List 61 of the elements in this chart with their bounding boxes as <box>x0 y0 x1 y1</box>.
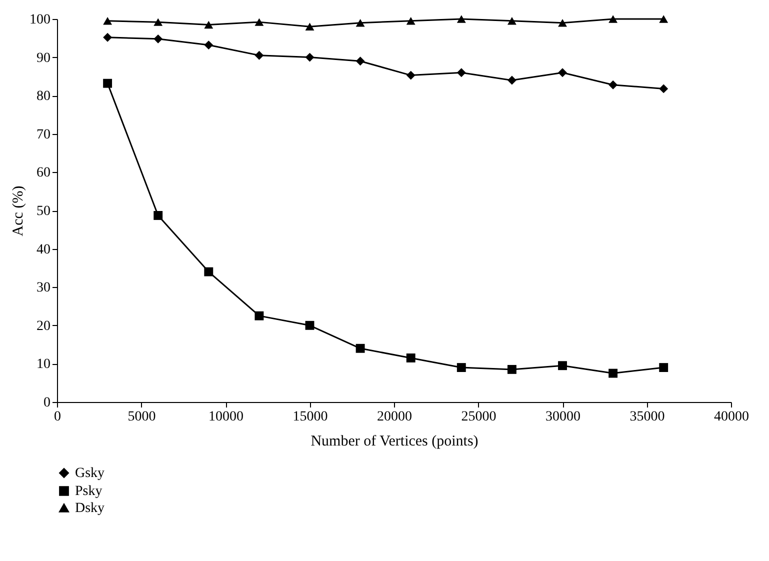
y-tick-label: 40 <box>36 242 50 258</box>
point <box>507 76 516 85</box>
point <box>103 32 112 42</box>
point <box>356 56 365 66</box>
point <box>507 17 516 25</box>
point <box>608 80 618 90</box>
x-tick-label: 35000 <box>630 410 665 424</box>
y-tick-label: 80 <box>36 89 50 104</box>
point <box>608 368 618 378</box>
y-tick-label: 100 <box>30 12 50 28</box>
x-tick-label: 15000 <box>292 410 328 424</box>
y-tick-label: 90 <box>36 50 50 66</box>
legend-label: Dsky <box>75 501 105 516</box>
y-tick-label: 70 <box>36 127 50 142</box>
point <box>305 320 314 330</box>
x-tick-label: 20000 <box>377 410 412 424</box>
point <box>406 70 416 80</box>
point <box>204 40 214 50</box>
point <box>254 18 264 26</box>
x-tick-label: 25000 <box>461 410 496 424</box>
y-tick-label: 30 <box>36 280 50 296</box>
point <box>154 211 163 220</box>
x-tick-label: 0 <box>54 410 61 424</box>
point <box>558 18 567 27</box>
point <box>103 78 112 88</box>
x-tick-label: 5000 <box>128 410 156 424</box>
x-tick-label: 40000 <box>714 410 749 424</box>
point <box>507 364 516 374</box>
point <box>254 311 264 320</box>
x-axis-title: Number of Vertices (points) <box>310 434 478 450</box>
x-tick-label: 10000 <box>208 410 244 424</box>
x-tick-label: 30000 <box>546 410 580 424</box>
point <box>659 363 668 372</box>
point <box>608 15 618 23</box>
y-tick-label: 50 <box>36 204 50 219</box>
y-tick-label: 0 <box>44 396 50 410</box>
point <box>456 68 466 78</box>
y-axis-title: Acc (%) <box>10 186 26 236</box>
legend-label: Gsky <box>75 466 105 481</box>
point <box>558 68 567 78</box>
legend-label: Psky <box>75 484 102 499</box>
point <box>456 363 466 372</box>
point <box>103 17 112 25</box>
point <box>154 34 163 44</box>
point <box>254 50 264 60</box>
point <box>305 22 314 31</box>
y-tick-label: 10 <box>36 357 50 372</box>
point <box>204 20 214 29</box>
point <box>356 344 365 353</box>
point <box>356 18 365 27</box>
point <box>406 17 416 25</box>
point <box>659 84 668 94</box>
point <box>305 52 314 62</box>
y-tick-label: 20 <box>36 318 50 334</box>
point <box>154 18 163 26</box>
point <box>204 267 214 276</box>
y-tick-label: 60 <box>36 166 50 181</box>
point <box>558 361 567 370</box>
point <box>456 15 466 23</box>
point <box>659 15 668 23</box>
point <box>406 353 416 362</box>
